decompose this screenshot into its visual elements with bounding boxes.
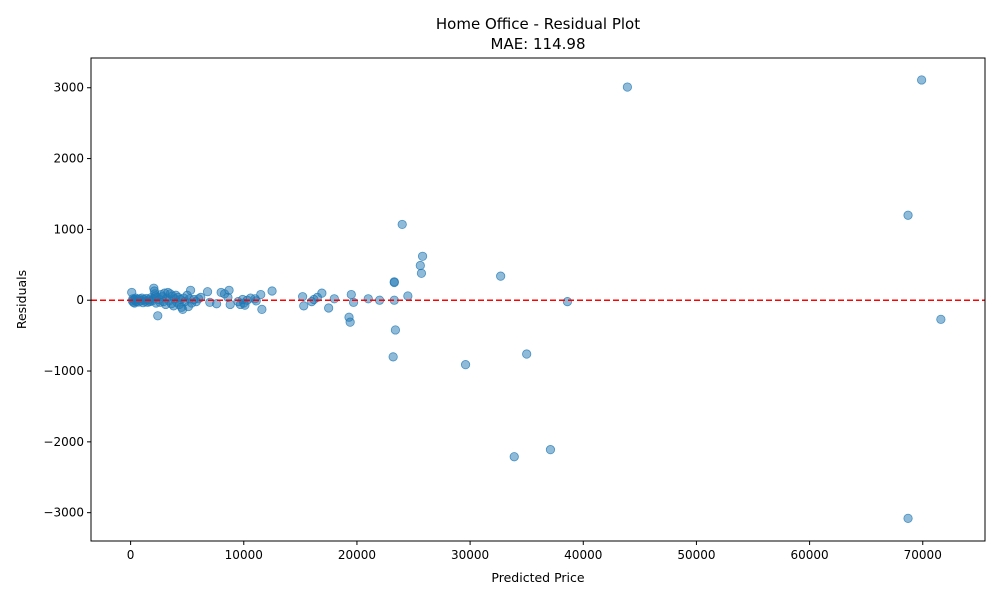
data-point [345, 317, 355, 327]
x-tick-label: 10000 [225, 548, 263, 562]
data-point [202, 287, 213, 297]
data-point [185, 285, 196, 295]
scatter-points [127, 75, 946, 523]
x-tick-label: 40000 [564, 548, 602, 562]
data-point [389, 277, 399, 288]
data-point [509, 452, 519, 462]
x-tick-label: 60000 [791, 548, 829, 562]
data-point [522, 349, 532, 359]
y-axis-title: Residuals [14, 270, 29, 329]
y-tick-label: 3000 [53, 81, 84, 95]
data-point [317, 288, 327, 298]
data-point [545, 445, 556, 455]
chart-title: Home Office - Residual Plot [436, 15, 640, 33]
data-point [212, 299, 222, 309]
y-tick-label: −2000 [43, 435, 84, 449]
x-tick-label: 30000 [451, 548, 489, 562]
data-point [390, 325, 401, 335]
chart-subtitle: MAE: 114.98 [491, 35, 586, 53]
data-point [622, 82, 633, 92]
data-point [267, 286, 277, 296]
y-tick-label: 1000 [53, 222, 84, 236]
data-point [256, 289, 266, 300]
data-point [257, 304, 267, 315]
data-point [403, 291, 413, 301]
data-point [225, 299, 235, 310]
x-axis-title: Predicted Price [491, 570, 584, 585]
data-point [346, 289, 356, 300]
x-tick-label: 0 [127, 548, 135, 562]
x-axis: 0 10000 20000 30000 40000 50000 60000 70000 [127, 541, 942, 562]
data-point [936, 314, 946, 324]
data-point [562, 297, 573, 307]
x-tick-label: 70000 [904, 548, 942, 562]
y-tick-label: −1000 [43, 364, 84, 378]
data-point [416, 268, 427, 278]
y-axis: −3000 −2000 −1000 0 1000 2000 3000 [43, 81, 91, 520]
data-point [388, 352, 398, 362]
data-point [417, 251, 428, 261]
data-point [363, 294, 373, 304]
y-tick-label: 2000 [53, 152, 84, 166]
data-point [460, 360, 471, 370]
data-point [496, 271, 506, 281]
plot-area-frame [90, 57, 986, 542]
data-point [324, 303, 334, 313]
data-point [329, 294, 339, 304]
x-tick-label: 20000 [338, 548, 376, 562]
data-point [917, 75, 927, 85]
data-point [224, 285, 234, 295]
data-point [397, 219, 407, 230]
data-point [153, 311, 163, 321]
data-point [903, 210, 913, 220]
data-point [348, 297, 359, 307]
data-point [903, 513, 913, 523]
y-tick-label: −3000 [43, 506, 84, 520]
data-point [415, 260, 425, 271]
data-point [299, 301, 309, 311]
x-tick-label: 50000 [677, 548, 715, 562]
y-tick-label: 0 [76, 293, 84, 307]
